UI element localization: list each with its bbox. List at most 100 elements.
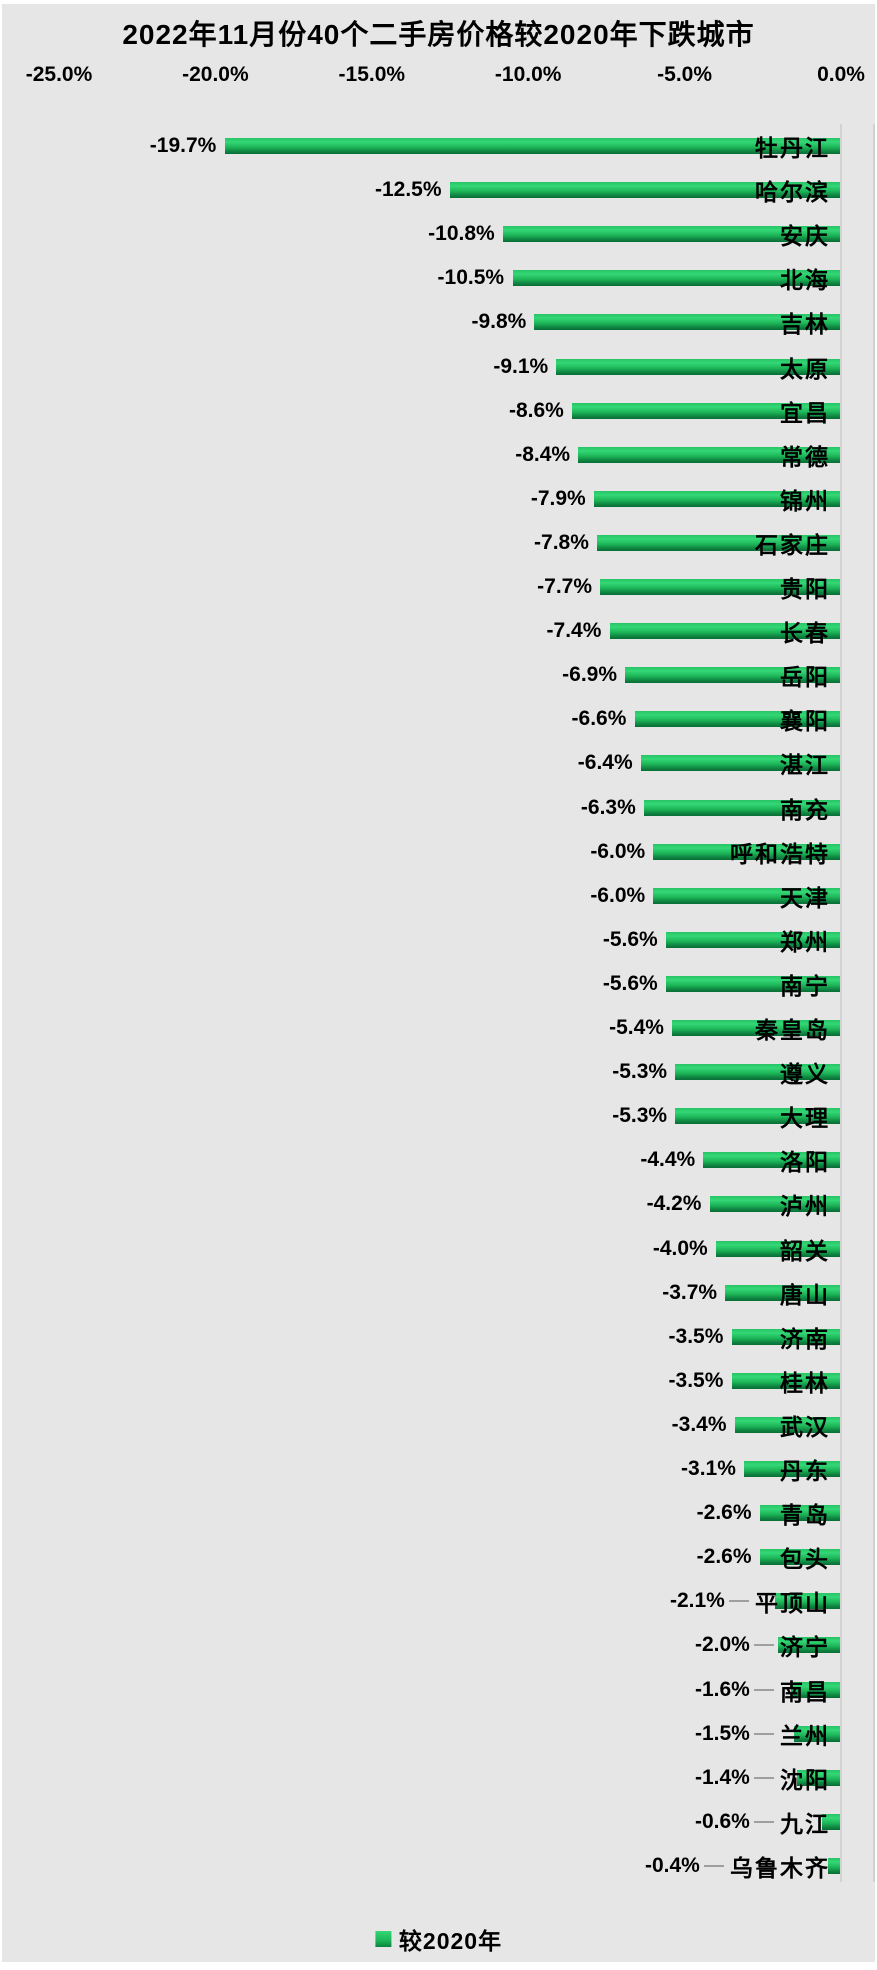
bar <box>759 1505 841 1522</box>
leader-line <box>754 1820 774 1823</box>
bar <box>609 623 841 640</box>
bar <box>600 579 841 595</box>
category-label: 青岛 <box>780 1502 830 1529</box>
value-label: -2.6% <box>696 1501 752 1525</box>
value-label: -5.6% <box>602 971 658 995</box>
value-label: -6.0% <box>590 839 646 863</box>
value-label: -5.4% <box>609 1016 664 1039</box>
value-label: -3.4% <box>671 1412 727 1436</box>
category-label: 泸州 <box>780 1193 830 1220</box>
bar <box>675 1108 841 1125</box>
plot-right-border <box>873 124 875 1882</box>
bar <box>775 1593 841 1610</box>
bar <box>634 711 841 728</box>
category-label: 岳阳 <box>780 664 830 691</box>
value-label: -9.1% <box>493 354 549 378</box>
category-label: 包头 <box>780 1546 830 1573</box>
value-label: -3.7% <box>662 1280 718 1304</box>
bar <box>675 1064 841 1081</box>
bar <box>778 1637 841 1654</box>
value-label: -10.5% <box>437 266 505 290</box>
bar <box>734 1416 841 1433</box>
value-label: -0.6% <box>695 1809 750 1833</box>
category-label: 吉林 <box>780 311 830 338</box>
value-label: -0.4% <box>645 1853 700 1877</box>
value-label: -4.0% <box>652 1236 708 1260</box>
x-axis-tick-label: -15.0% <box>338 63 406 86</box>
category-label: 常德 <box>780 443 830 470</box>
category-label: 洛阳 <box>780 1149 830 1176</box>
value-label: -6.6% <box>571 707 627 731</box>
value-label: -4.4% <box>640 1148 696 1172</box>
leader-line <box>729 1600 749 1603</box>
bar <box>725 1284 841 1301</box>
bar <box>512 270 841 287</box>
bar <box>665 975 841 992</box>
value-label: -19.7% <box>149 134 217 157</box>
category-label: 沈阳 <box>780 1766 830 1793</box>
bar <box>731 1328 841 1345</box>
category-label: 天津 <box>780 884 830 911</box>
category-label: 桂林 <box>780 1369 830 1396</box>
bar <box>503 226 841 243</box>
value-label: -3.5% <box>668 1324 724 1348</box>
value-label: -9.8% <box>471 310 527 334</box>
value-label: -4.2% <box>646 1192 702 1216</box>
category-label: 牡丹江 <box>755 135 830 161</box>
legend-label: 较2020年 <box>398 1928 503 1954</box>
bar <box>709 1196 841 1213</box>
bar <box>744 1461 841 1477</box>
value-label: -5.3% <box>612 1104 668 1128</box>
value-label: -2.6% <box>696 1545 752 1569</box>
category-label: 郑州 <box>780 928 830 955</box>
bar <box>625 667 841 684</box>
value-label: -8.6% <box>508 398 564 422</box>
category-label: 唐山 <box>780 1281 830 1308</box>
value-label: -5.3% <box>612 1060 668 1084</box>
category-label: 哈尔滨 <box>755 179 830 206</box>
category-label: 南昌 <box>780 1678 830 1705</box>
leader-line <box>754 1732 774 1735</box>
category-label: 贵阳 <box>780 576 830 602</box>
bar <box>640 755 841 772</box>
legend: 较2020年 <box>374 1922 503 1956</box>
category-label: 北海 <box>780 267 830 294</box>
category-label: 兰州 <box>780 1722 830 1749</box>
bar <box>665 931 841 948</box>
category-label: 锦州 <box>780 487 830 514</box>
category-label: 南宁 <box>780 972 830 999</box>
category-label: 韶关 <box>780 1237 830 1264</box>
bar <box>797 1769 841 1786</box>
value-label: -2.0% <box>695 1633 750 1657</box>
value-label: -1.5% <box>695 1721 750 1745</box>
bar <box>653 843 841 860</box>
bar <box>759 1549 841 1566</box>
category-label: 呼和浩特 <box>730 840 830 867</box>
bar <box>731 1372 841 1389</box>
bar <box>822 1813 841 1830</box>
bar <box>828 1857 841 1874</box>
category-label: 湛江 <box>780 752 830 779</box>
leader-line <box>754 1644 774 1647</box>
bar <box>578 446 841 463</box>
bar <box>224 138 841 154</box>
bar <box>643 799 841 816</box>
category-label: 太原 <box>780 355 830 382</box>
bar <box>534 314 841 331</box>
x-axis-tick-label: -10.0% <box>494 63 562 86</box>
zero-axis-line <box>840 124 842 1882</box>
value-label: -5.6% <box>602 927 658 951</box>
leader-line <box>704 1864 724 1867</box>
value-label: -1.6% <box>695 1677 750 1701</box>
category-label: 石家庄 <box>755 531 830 558</box>
bar <box>450 182 841 199</box>
legend-swatch <box>374 1931 391 1947</box>
value-label: -1.4% <box>695 1765 750 1789</box>
category-label: 安庆 <box>780 223 830 250</box>
category-label: 大理 <box>780 1105 830 1132</box>
value-label: -10.8% <box>428 222 495 246</box>
category-label: 九江 <box>780 1810 830 1837</box>
value-label: -8.4% <box>515 442 571 466</box>
